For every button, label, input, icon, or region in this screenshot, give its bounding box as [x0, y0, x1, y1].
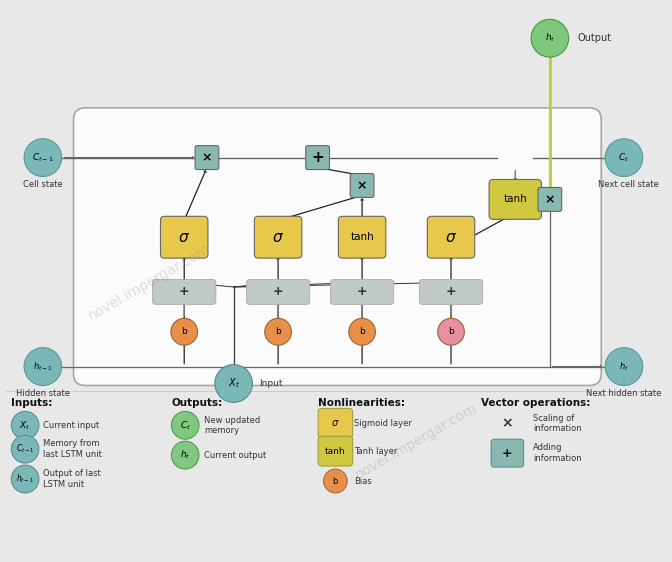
Text: Cell state: Cell state [23, 180, 62, 189]
Text: Output of last
LSTM unit: Output of last LSTM unit [43, 469, 101, 489]
Text: Next hidden state: Next hidden state [586, 389, 662, 398]
FancyBboxPatch shape [306, 146, 329, 170]
Text: Outputs:: Outputs: [171, 398, 222, 409]
Text: Input: Input [259, 379, 283, 388]
Text: $\sigma$: $\sigma$ [331, 418, 339, 428]
Text: +: + [273, 285, 284, 298]
Text: +: + [446, 285, 456, 298]
Text: b: b [333, 477, 338, 486]
Circle shape [605, 348, 642, 386]
Text: $\sigma$: $\sigma$ [445, 230, 457, 244]
Circle shape [265, 318, 292, 345]
Text: Sigmoid layer: Sigmoid layer [354, 419, 412, 428]
Text: $X_t$: $X_t$ [228, 377, 240, 391]
Circle shape [171, 441, 199, 469]
Text: novel.impergar.com: novel.impergar.com [86, 241, 213, 323]
Text: tanh: tanh [350, 232, 374, 242]
Text: ×: × [202, 151, 212, 164]
Text: $X_t$: $X_t$ [19, 419, 31, 432]
Text: Scaling of
information: Scaling of information [533, 414, 582, 433]
FancyBboxPatch shape [491, 439, 523, 467]
Circle shape [11, 411, 39, 439]
FancyBboxPatch shape [73, 108, 601, 386]
FancyBboxPatch shape [153, 279, 216, 305]
FancyBboxPatch shape [538, 188, 562, 211]
Text: $C_t$: $C_t$ [618, 151, 630, 164]
Text: b: b [276, 327, 281, 336]
Circle shape [11, 435, 39, 463]
Circle shape [349, 318, 376, 345]
Text: $h_{t-1}$: $h_{t-1}$ [33, 360, 53, 373]
Circle shape [323, 469, 347, 493]
FancyBboxPatch shape [195, 146, 219, 170]
Text: Hidden state: Hidden state [16, 389, 70, 398]
Text: ×: × [544, 193, 555, 206]
Text: $h_t$: $h_t$ [619, 360, 629, 373]
Text: $h_{t-1}$: $h_{t-1}$ [16, 473, 34, 485]
Text: $h_t$: $h_t$ [544, 32, 555, 44]
Circle shape [171, 411, 199, 439]
Text: Memory from
last LSTM unit: Memory from last LSTM unit [43, 439, 101, 459]
FancyBboxPatch shape [247, 279, 310, 305]
Text: $C_{t-1}$: $C_{t-1}$ [15, 443, 34, 455]
FancyBboxPatch shape [318, 409, 353, 438]
Text: +: + [179, 285, 190, 298]
Text: b: b [360, 327, 365, 336]
Text: Nonlinearities:: Nonlinearities: [318, 398, 405, 409]
FancyBboxPatch shape [161, 216, 208, 258]
Circle shape [531, 19, 569, 57]
Text: New updated
memory: New updated memory [204, 415, 260, 435]
Text: +: + [502, 447, 513, 460]
Text: $C_t$: $C_t$ [179, 419, 191, 432]
Text: novel.impergar.com: novel.impergar.com [353, 401, 480, 482]
Text: ×: × [501, 416, 513, 430]
FancyBboxPatch shape [318, 436, 353, 466]
FancyBboxPatch shape [339, 216, 386, 258]
FancyBboxPatch shape [427, 216, 474, 258]
FancyBboxPatch shape [350, 174, 374, 197]
Text: Tanh layer: Tanh layer [354, 447, 398, 456]
Text: $\sigma$: $\sigma$ [272, 230, 284, 244]
Text: tanh: tanh [325, 447, 345, 456]
FancyBboxPatch shape [331, 279, 394, 305]
Text: b: b [181, 327, 187, 336]
Circle shape [11, 465, 39, 493]
Circle shape [215, 365, 253, 402]
Text: Adding
information: Adding information [533, 443, 582, 463]
Text: +: + [311, 150, 324, 165]
Circle shape [171, 318, 198, 345]
Circle shape [24, 139, 62, 176]
Text: Current input: Current input [43, 421, 99, 430]
Circle shape [605, 139, 642, 176]
Text: $\sigma$: $\sigma$ [178, 230, 190, 244]
Text: Next cell state: Next cell state [599, 180, 659, 189]
Text: Current output: Current output [204, 451, 266, 460]
FancyBboxPatch shape [255, 216, 302, 258]
FancyBboxPatch shape [419, 279, 482, 305]
Text: ×: × [357, 179, 368, 192]
Text: $h_t$: $h_t$ [180, 449, 190, 461]
Text: +: + [357, 285, 368, 298]
FancyBboxPatch shape [489, 179, 542, 219]
Circle shape [437, 318, 464, 345]
Text: tanh: tanh [503, 194, 527, 205]
Text: Inputs:: Inputs: [11, 398, 52, 409]
Text: Output: Output [577, 33, 612, 43]
Text: Bias: Bias [354, 477, 372, 486]
Text: $C_{t-1}$: $C_{t-1}$ [32, 151, 54, 164]
Circle shape [24, 348, 62, 386]
Text: Vector operations:: Vector operations: [480, 398, 590, 409]
Text: b: b [448, 327, 454, 336]
